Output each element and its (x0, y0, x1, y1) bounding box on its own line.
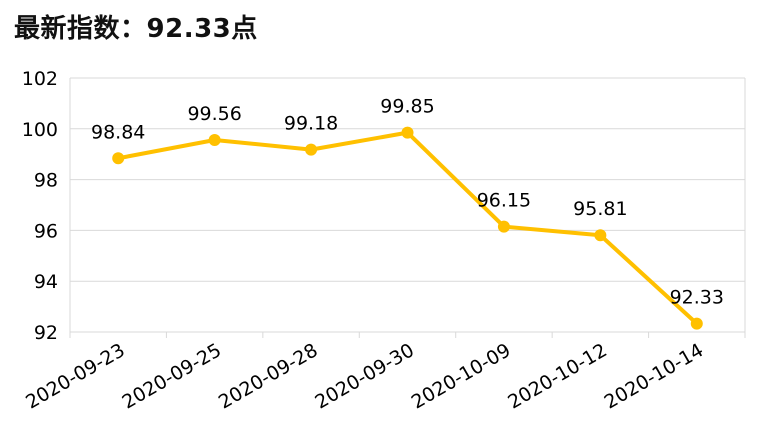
x-tick-label: 2020-10-12 (504, 339, 611, 413)
data-point (690, 317, 703, 330)
data-point (208, 133, 221, 146)
data-label: 95.81 (573, 198, 627, 220)
page-title-value: 92.33点 (146, 14, 258, 44)
x-tick-label: 2020-09-30 (311, 339, 418, 413)
data-point (497, 220, 510, 233)
data-point (401, 126, 414, 139)
data-point (305, 143, 318, 156)
data-label: 96.15 (477, 190, 531, 212)
x-tick-label: 2020-09-28 (215, 339, 322, 413)
data-label: 99.56 (187, 103, 241, 125)
data-label: 98.84 (91, 121, 145, 143)
y-tick-label: 100 (22, 119, 58, 141)
series-line (116, 130, 699, 326)
data-point (594, 229, 607, 242)
data-label: 99.85 (380, 96, 434, 118)
page-title-prefix: 最新指数： (14, 14, 147, 44)
x-tick-label: 2020-09-23 (22, 339, 129, 413)
x-axis: 2020-09-232020-09-252020-09-282020-09-30… (22, 332, 746, 414)
y-axis: 92 94 96 98 100 102 (22, 68, 58, 344)
data-label: 99.18 (284, 113, 338, 135)
x-tick-label: 2020-09-25 (119, 339, 226, 413)
x-tick-label: 2020-10-14 (601, 339, 708, 413)
page-title: 最新指数：92.33点 (14, 8, 258, 45)
y-tick-label: 98 (34, 170, 58, 192)
y-tick-label: 102 (22, 68, 58, 90)
data-label: 92.33 (670, 287, 724, 309)
x-tick-label: 2020-10-09 (408, 339, 515, 413)
grid-layer (69, 77, 746, 333)
data-point (112, 152, 125, 165)
y-tick-label: 96 (34, 220, 58, 242)
data-labels: 98.84 99.56 99.18 99.85 96.15 95.81 92.33 (91, 96, 724, 309)
y-tick-label: 92 (34, 322, 58, 344)
y-tick-label: 94 (34, 271, 58, 293)
series-layer (112, 126, 703, 330)
